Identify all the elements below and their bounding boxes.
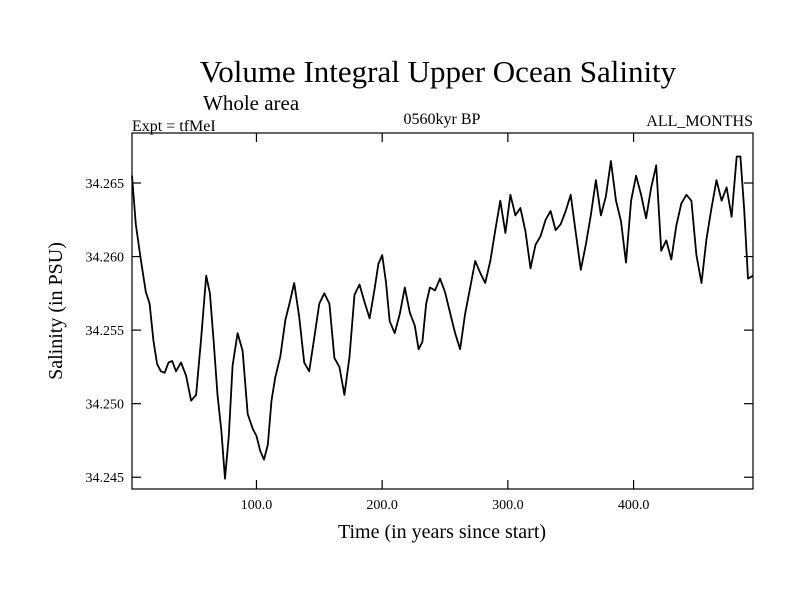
- x-tick-label: 300.0: [492, 498, 524, 513]
- y-tick-label: 34.250: [86, 398, 125, 413]
- x-axis: 100.0 200.0 300.0 400.0: [241, 133, 650, 513]
- y-axis-label: Salinity (in PSU): [45, 242, 67, 380]
- salinity-series-line: [131, 155, 754, 480]
- chart-title: Volume Integral Upper Ocean Salinity: [200, 54, 677, 89]
- x-axis-label: Time (in years since start): [338, 521, 546, 543]
- experiment-label: Expt = tfMeI: [132, 118, 216, 135]
- y-axis: 34.245 34.250 34.255 34.260 34.265: [86, 177, 753, 486]
- chart-subtitle: Whole area: [203, 91, 300, 115]
- y-tick-label: 34.255: [86, 324, 125, 339]
- y-tick-label: 34.265: [86, 177, 125, 192]
- x-tick-label: 100.0: [241, 498, 273, 513]
- y-tick-label: 34.260: [86, 251, 125, 266]
- y-tick-label: 34.245: [86, 471, 125, 486]
- months-label: ALL_MONTHS: [646, 113, 753, 130]
- plot-frame: [131, 132, 754, 490]
- x-tick-label: 400.0: [618, 498, 650, 513]
- x-tick-label: 200.0: [366, 498, 398, 513]
- period-label: 0560kyr BP: [404, 111, 481, 128]
- series-layer: [131, 155, 754, 480]
